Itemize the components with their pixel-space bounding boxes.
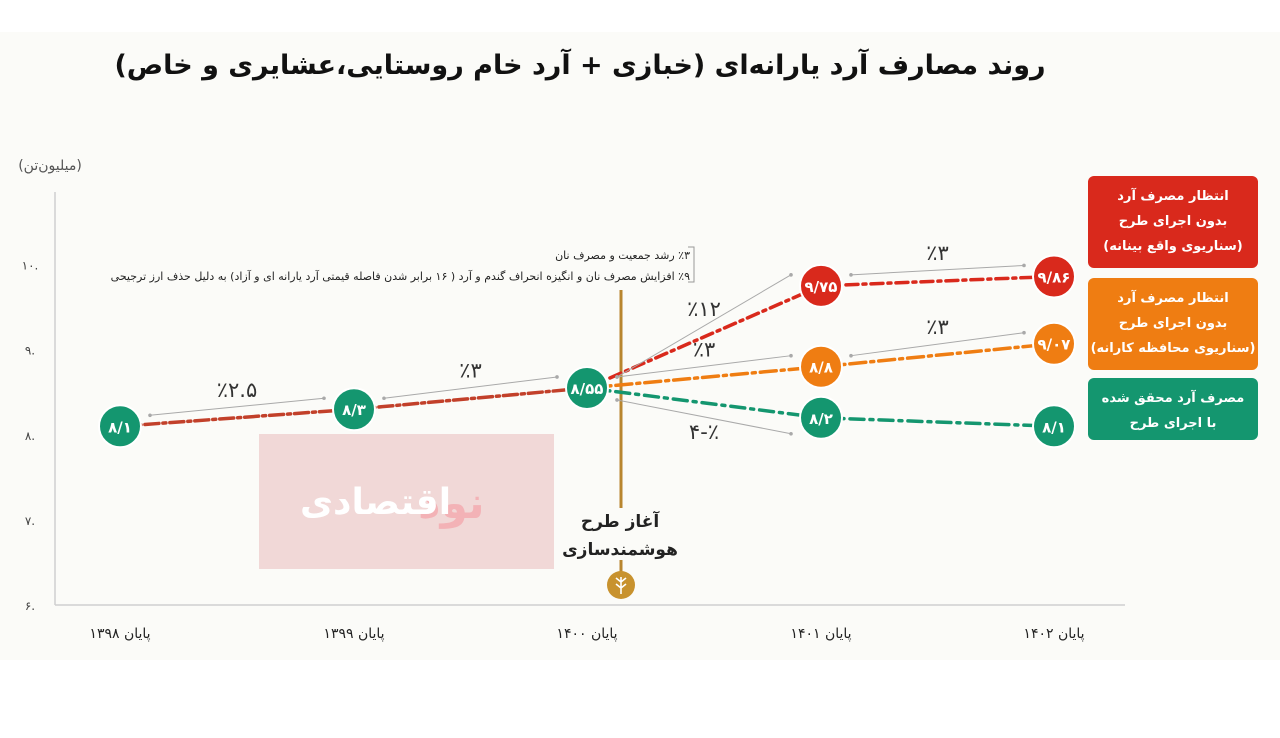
annotation-label-0: ٪۲.۵ <box>217 378 258 402</box>
node-label-actual-2: ۸/۱ <box>1042 418 1066 436</box>
legend-realistic-line-1: انتظار مصرف آرد <box>1117 189 1229 204</box>
annotation-label-3: ٪۳ <box>693 337 716 361</box>
x-tick-label-0: پایان ۱۳۹۸ <box>89 626 150 642</box>
node-realistic-2 <box>1032 254 1076 299</box>
series-conservative-segment-0 <box>585 364 823 390</box>
annotation-arrow-end-4 <box>789 431 793 436</box>
x-tick-label-1: پایان ۱۳۹۹ <box>323 626 384 642</box>
annotation-arrow-start-5 <box>849 273 853 277</box>
x-tick-label-3: پایان ۱۴۰۱ <box>790 626 851 642</box>
legend-realistic-line-3: (سناریوی واقع بینانه) <box>1103 239 1243 254</box>
y-tick-label-3: ۹. <box>25 344 35 358</box>
watermark-box <box>259 434 554 569</box>
annotation-arrow-end-0 <box>322 396 326 401</box>
note-population-growth: ٪۳ رشد جمعیت و مصرف نان <box>555 249 690 262</box>
node-label-conservative-2: ۹/۰۷ <box>1038 336 1071 354</box>
annotation-arrow-3 <box>616 355 792 378</box>
x-tick-label-4: پایان ۱۴۰۲ <box>1023 626 1084 642</box>
node-base-1 <box>332 387 376 432</box>
legend-realistic: انتظار مصرف آرد بدون اجرای طرح (سناریوی … <box>1088 176 1258 268</box>
node-conservative-2 <box>1032 321 1076 366</box>
node-conservative-1 <box>799 344 843 389</box>
series-actual-segment-1 <box>819 416 1056 429</box>
annotation-label-4: ٪-۴ <box>689 420 719 444</box>
wheat-icon-glyph <box>615 577 627 594</box>
annotation-arrow-6 <box>850 332 1025 357</box>
series-base-segment-1 <box>352 386 589 411</box>
series-base-segment-0 <box>118 407 356 429</box>
annotation-label-1: ٪۳ <box>459 359 482 383</box>
y-tick-label-0: ۶. <box>25 599 35 613</box>
y-axis-label: (میلیون‌تن) <box>18 158 82 174</box>
node-label-base-1: ۸/۳ <box>342 401 366 419</box>
annotation-arrow-start-4 <box>615 398 619 402</box>
y-tick-label-2: ۸. <box>25 429 35 443</box>
node-base-0 <box>98 404 142 449</box>
node-actual-1 <box>799 395 843 440</box>
legend-conservative-line-1: انتظار مصرف آرد <box>1117 291 1229 306</box>
node-label-actual-1: ۸/۲ <box>809 410 833 428</box>
node-label-base-2: ۸/۵۵ <box>571 380 604 398</box>
y-tick-label-4: ۱۰. <box>22 259 39 273</box>
annotation-arrow-start-0 <box>148 413 152 418</box>
legend-conservative-line-3: (سناریوی محافظه کارانه) <box>1090 341 1256 356</box>
annotation-label-5: ٪۳ <box>926 241 949 265</box>
annotation-arrow-end-6 <box>1022 330 1026 335</box>
note-bread-consumption: ٪۹ افزایش مصرف نان و انگیزه انحراف گندم … <box>110 270 690 283</box>
series-conservative-segment-1 <box>819 341 1056 369</box>
series-actual-segment-0 <box>585 386 823 420</box>
annotation-label-6: ٪۳ <box>926 315 949 339</box>
node-base-2 <box>565 365 609 410</box>
watermark-logo: نود <box>418 478 485 529</box>
y-tick-label-1: ۷. <box>25 514 35 528</box>
annotation-arrow-end-1 <box>555 375 559 379</box>
annotation-arrow-end-2 <box>789 273 793 277</box>
launch-label-line-1: آغاز طرح <box>580 512 660 532</box>
x-tick-label-2: پایان ۱۴۰۰ <box>556 626 617 642</box>
legend-conservative-line-2: بدون اجرای طرح <box>1118 316 1228 331</box>
node-actual-2 <box>1032 404 1076 449</box>
watermark-brand: اقتصادی <box>300 482 452 523</box>
annotation-arrow-4 <box>616 399 792 435</box>
annotation-arrow-end-3 <box>789 353 793 358</box>
chart-title: روند مصارف آرد یارانه‌ای (خبازی + آرد خا… <box>114 50 1046 81</box>
annotation-arrow-0 <box>149 397 325 416</box>
legend-actual-line-2: با اجرای طرح <box>1129 416 1217 431</box>
annotation-arrow-1 <box>383 376 558 399</box>
legend-realistic-line-2: بدون اجرای طرح <box>1118 214 1228 229</box>
annotation-arrow-start-6 <box>849 353 853 358</box>
series-realistic-segment-1 <box>819 274 1056 288</box>
node-label-realistic-2: ۹/۸۶ <box>1038 268 1071 286</box>
annotation-arrow-2 <box>616 274 792 378</box>
launch-label: آغاز طرح هوشمندسازی <box>540 508 700 564</box>
series-realistic-segment-0 <box>585 284 823 390</box>
legend-actual-line-1: مصرف آرد محقق شده <box>1101 391 1245 406</box>
annotation-arrow-start-3 <box>615 375 619 379</box>
node-label-conservative-1: ۸/۸ <box>809 359 833 377</box>
launch-label-line-2: هوشمندسازی <box>562 540 678 560</box>
notes-bracket <box>688 246 695 283</box>
annotation-arrow-end-5 <box>1022 263 1026 268</box>
node-label-realistic-1: ۹/۷۵ <box>805 278 838 296</box>
node-label-base-0: ۸/۱ <box>108 418 132 436</box>
annotation-label-2: ٪۱۲ <box>687 297 721 321</box>
legend-actual: مصرف آرد محقق شده با اجرای طرح <box>1088 378 1258 440</box>
annotation-arrow-5 <box>850 264 1025 276</box>
node-realistic-1 <box>799 263 843 308</box>
legend-conservative: انتظار مصرف آرد بدون اجرای طرح (سناریوی … <box>1088 278 1258 370</box>
annotation-arrow-start-1 <box>382 396 386 401</box>
